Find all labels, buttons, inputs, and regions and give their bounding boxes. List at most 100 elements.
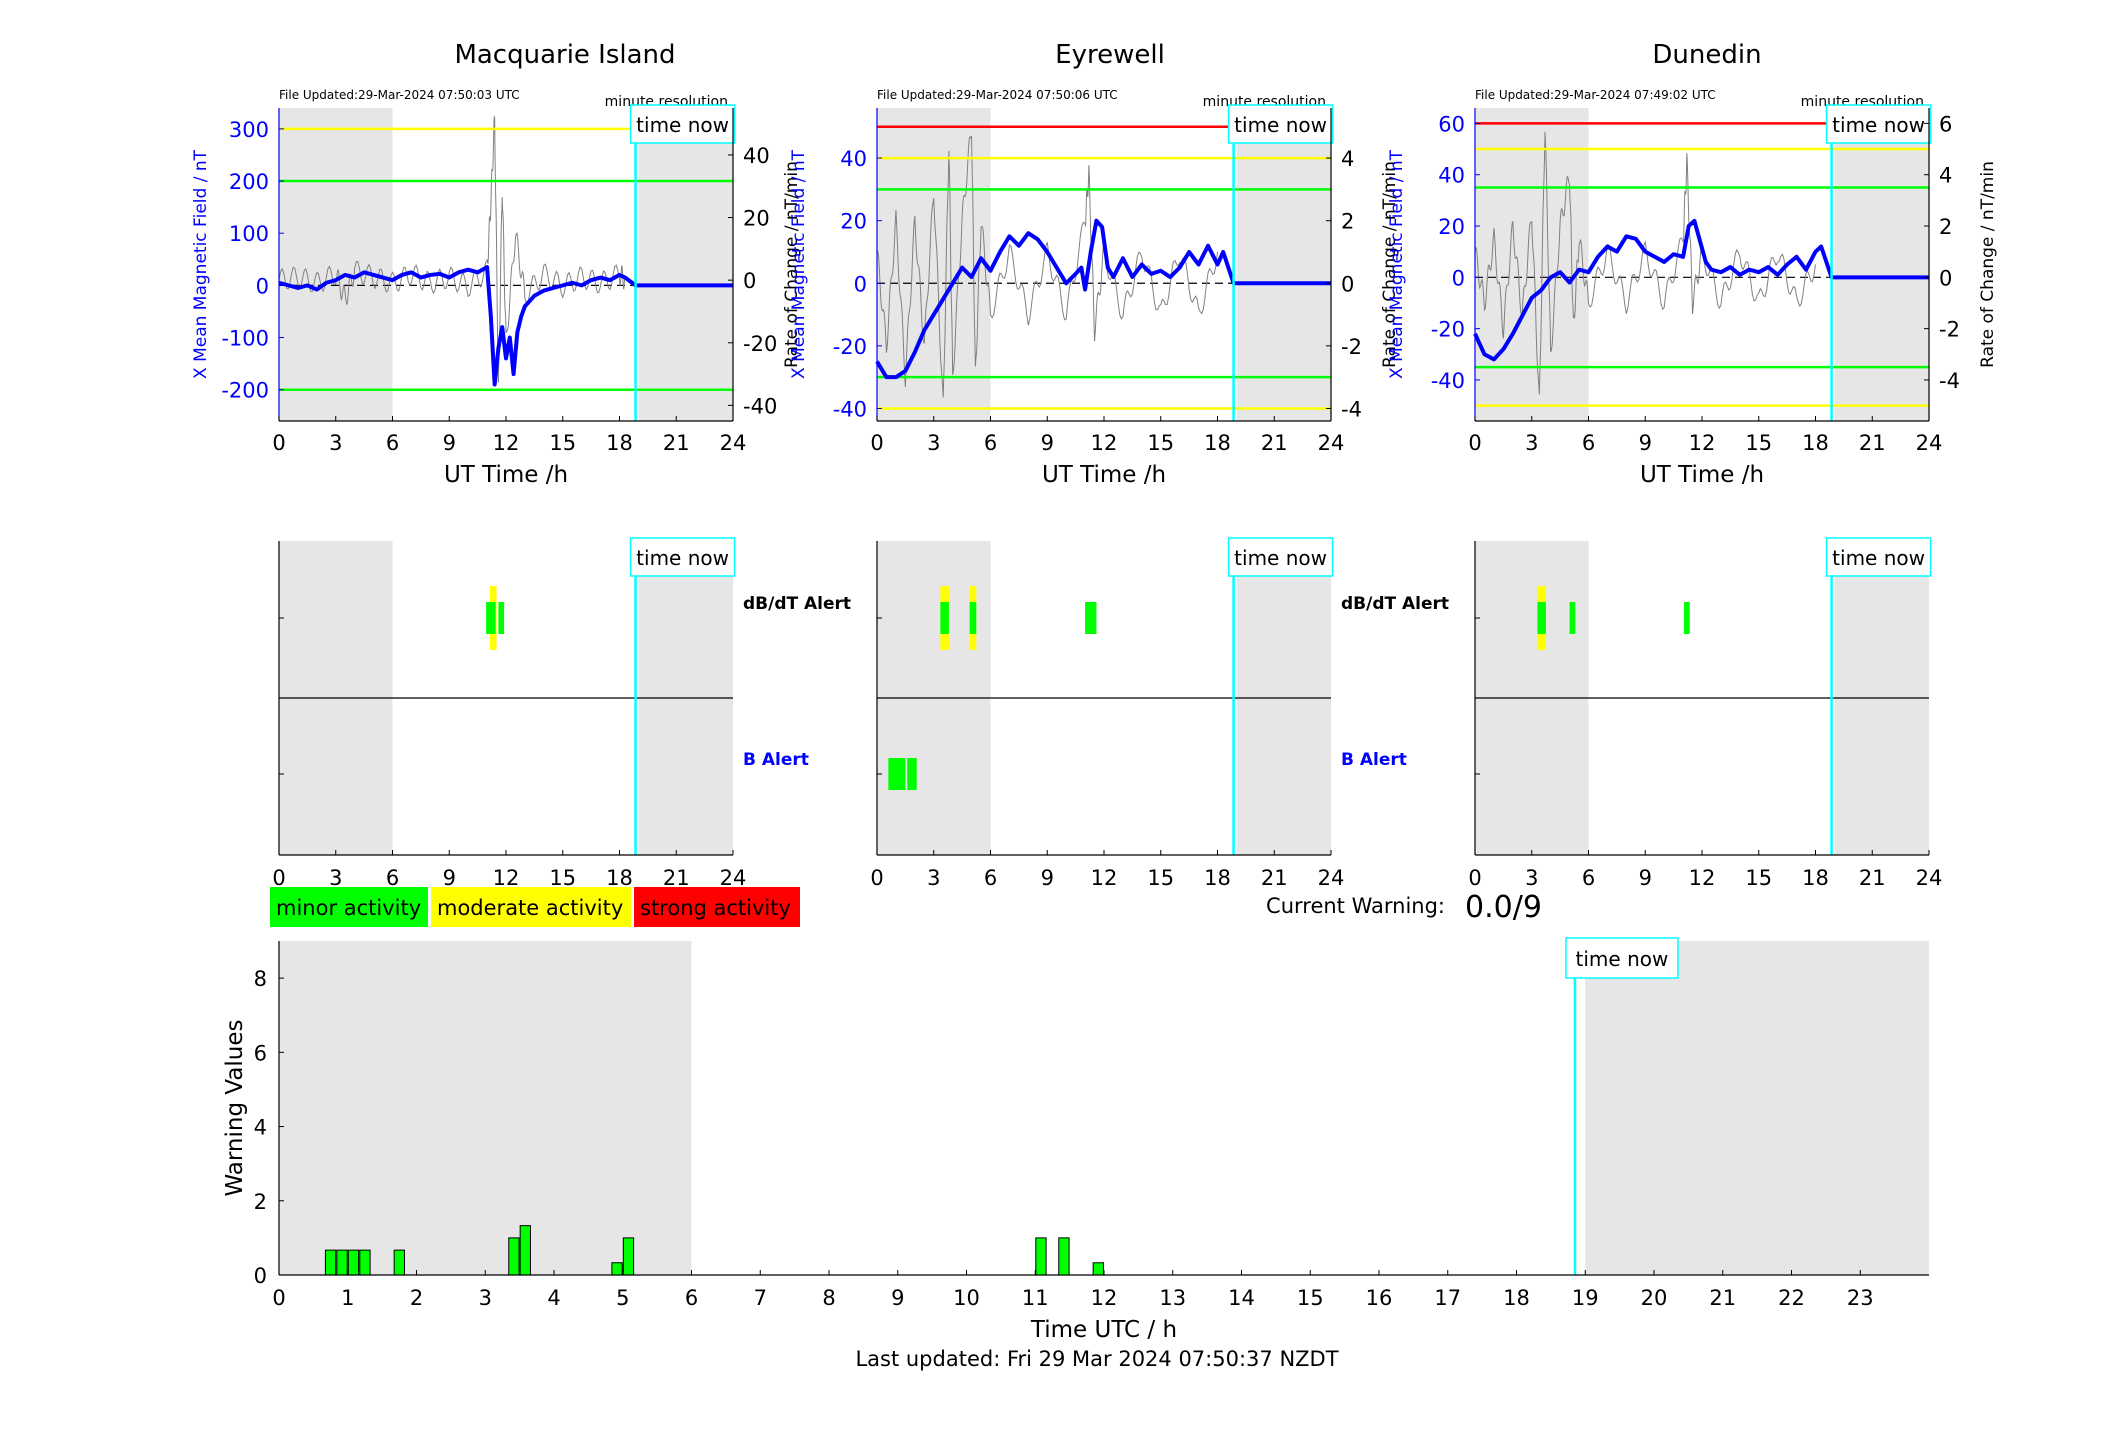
y-tick-label: 40 bbox=[1438, 164, 1465, 188]
y-tick-label: 0 bbox=[854, 272, 867, 296]
x-tick-label: 15 bbox=[1745, 866, 1772, 890]
alert-panel-1: time now 0 3 6 9 12 15 18 21 24 dB/dT Alert B Alert bbox=[870, 537, 1449, 890]
x-tick-label: 11 bbox=[1022, 1286, 1049, 1310]
dbdt-alert-label: dB/dT Alert bbox=[1341, 594, 1449, 614]
y-tick-label: 0 bbox=[1452, 266, 1465, 290]
x-tick-label: 15 bbox=[1297, 1286, 1324, 1310]
night-shade bbox=[279, 108, 393, 421]
x-tick-label: 9 bbox=[891, 1286, 904, 1310]
y2-tick-label: -20 bbox=[743, 332, 777, 356]
y-tick-label: 20 bbox=[840, 210, 867, 234]
time-now-label: time now bbox=[1832, 546, 1925, 570]
night-shade bbox=[1236, 108, 1331, 421]
warning-bar bbox=[1058, 1237, 1070, 1276]
x-tick-label: 24 bbox=[720, 431, 747, 455]
y2-tick-label: 4 bbox=[1939, 164, 1952, 188]
station-title: Eyrewell bbox=[1055, 40, 1165, 70]
y-axis-label: X Mean Magnetic Field / nT bbox=[789, 149, 809, 379]
time-now-box bbox=[629, 537, 736, 577]
x-tick-label: 24 bbox=[720, 866, 747, 890]
y2-axis-label: Rate of Change / nT/min bbox=[1978, 161, 1998, 368]
x-tick-label: 3 bbox=[927, 431, 940, 455]
time-now-label: time now bbox=[636, 113, 729, 137]
station-title: Macquarie Island bbox=[454, 40, 675, 70]
warning-bar bbox=[336, 1249, 348, 1276]
mean-field-line bbox=[278, 265, 733, 387]
x-tick-label: 18 bbox=[606, 866, 633, 890]
x-tick-label: 15 bbox=[1745, 431, 1772, 455]
x-tick-label: 24 bbox=[1318, 866, 1345, 890]
y2-tick-label: 0 bbox=[1939, 266, 1952, 290]
y2-tick-label: -2 bbox=[1341, 335, 1362, 359]
x-tick-label: 22 bbox=[1778, 1286, 1805, 1310]
y-tick-label: 100 bbox=[229, 222, 269, 246]
x-axis-label: UT Time /h bbox=[1640, 462, 1764, 488]
warning-bar bbox=[611, 1262, 623, 1276]
y-tick-label: 0 bbox=[256, 274, 269, 298]
dbdt-alert-bar bbox=[498, 602, 505, 634]
x-tick-label: 9 bbox=[443, 431, 456, 455]
x-tick-label: 6 bbox=[984, 431, 997, 455]
dbdt-alert-bar bbox=[486, 602, 496, 634]
x-tick-label: 21 bbox=[663, 866, 690, 890]
legend-swatch bbox=[431, 887, 631, 927]
x-tick-label: 4 bbox=[547, 1286, 560, 1310]
x-tick-label: 6 bbox=[685, 1286, 698, 1310]
x-tick-label: 12 bbox=[1689, 866, 1716, 890]
legend-label: strong activity bbox=[640, 896, 791, 920]
dbdt-alert-bar bbox=[940, 602, 949, 634]
x-tick-label: 3 bbox=[329, 866, 342, 890]
y-tick-label: -20 bbox=[833, 335, 867, 359]
y2-tick-label: 2 bbox=[1341, 210, 1354, 234]
time-now-box bbox=[1825, 104, 1932, 144]
y2-tick-label: -2 bbox=[1939, 318, 1960, 342]
y-tick-label: 4 bbox=[254, 1116, 267, 1140]
x-tick-label: 12 bbox=[493, 431, 520, 455]
warning-bar bbox=[1035, 1237, 1047, 1276]
x-tick-label: 3 bbox=[1525, 431, 1538, 455]
y2-axis-label: Rate of Change / nT/min bbox=[1380, 161, 1400, 368]
time-now-label: time now bbox=[1832, 113, 1925, 137]
night-shade bbox=[638, 108, 733, 421]
file-updated: File Updated:29-Mar-2024 07:50:06 UTC bbox=[877, 88, 1118, 102]
x-tick-label: 15 bbox=[1147, 431, 1174, 455]
y-tick-label: 20 bbox=[1438, 215, 1465, 239]
x-tick-label: 24 bbox=[1318, 431, 1345, 455]
x-tick-label: 9 bbox=[1041, 431, 1054, 455]
x-tick-label: 18 bbox=[1204, 431, 1231, 455]
x-tick-label: 3 bbox=[329, 431, 342, 455]
x-tick-label: 21 bbox=[663, 431, 690, 455]
night-shade bbox=[1585, 941, 1929, 1275]
y-tick-label: -40 bbox=[833, 397, 867, 421]
x-tick-label: 21 bbox=[1261, 866, 1288, 890]
dbdt-alert-bar bbox=[1684, 602, 1690, 634]
x-tick-label: 3 bbox=[1525, 866, 1538, 890]
current-warning-value: 0.0/9 bbox=[1465, 890, 1542, 925]
y2-tick-label: -4 bbox=[1341, 397, 1362, 421]
x-tick-label: 24 bbox=[1916, 866, 1943, 890]
y-tick-label: 0 bbox=[254, 1264, 267, 1288]
time-now-box bbox=[1227, 104, 1334, 144]
magnetometer-panel-1: Eyrewell File Updated:29-Mar-2024 07:50:0… bbox=[789, 40, 1400, 488]
b-alert-label: B Alert bbox=[1341, 750, 1407, 770]
time-now-box bbox=[1565, 937, 1679, 979]
x-tick-label: 6 bbox=[1582, 866, 1595, 890]
y2-tick-label: -4 bbox=[1939, 369, 1960, 393]
time-now-label: time now bbox=[1234, 113, 1327, 137]
y-tick-label: -100 bbox=[221, 327, 269, 351]
x-tick-label: 6 bbox=[1582, 431, 1595, 455]
rate-of-change-line bbox=[876, 135, 1218, 398]
x-tick-label: 3 bbox=[479, 1286, 492, 1310]
x-tick-label: 12 bbox=[1091, 866, 1118, 890]
x-tick-label: 7 bbox=[754, 1286, 767, 1310]
y-tick-label: -20 bbox=[1431, 318, 1465, 342]
x-axis-label: UT Time /h bbox=[444, 462, 568, 488]
mean-field-line bbox=[1473, 218, 1929, 362]
x-tick-label: 6 bbox=[984, 866, 997, 890]
y-tick-label: -40 bbox=[1431, 369, 1465, 393]
rate-of-change-line bbox=[278, 116, 626, 383]
x-tick-label: 18 bbox=[1503, 1286, 1530, 1310]
file-updated: File Updated:29-Mar-2024 07:49:02 UTC bbox=[1475, 88, 1716, 102]
